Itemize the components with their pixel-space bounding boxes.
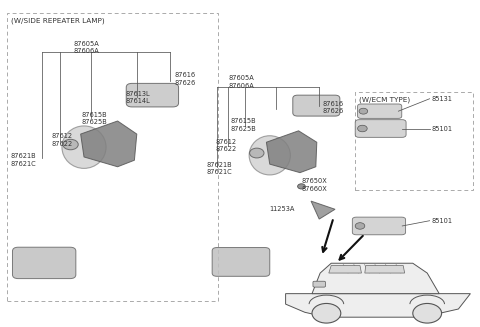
Text: 87621B
87621C: 87621B 87621C: [206, 162, 232, 175]
Text: (W/SIDE REPEATER LAMP): (W/SIDE REPEATER LAMP): [11, 18, 105, 25]
Text: 87616
87626: 87616 87626: [174, 72, 195, 86]
Text: 11253A: 11253A: [269, 206, 294, 212]
Text: 87605A
87606A: 87605A 87606A: [228, 75, 254, 89]
FancyBboxPatch shape: [293, 95, 340, 116]
Circle shape: [359, 108, 368, 114]
Polygon shape: [329, 266, 361, 273]
Text: 85101: 85101: [431, 126, 452, 131]
FancyBboxPatch shape: [358, 104, 402, 118]
Polygon shape: [81, 121, 137, 167]
Text: 87612
87622: 87612 87622: [52, 133, 73, 147]
Text: (W/ECM TYPE): (W/ECM TYPE): [359, 96, 410, 103]
Text: 85131: 85131: [431, 96, 452, 102]
Polygon shape: [312, 263, 439, 294]
Polygon shape: [266, 131, 317, 173]
Ellipse shape: [249, 136, 290, 175]
FancyBboxPatch shape: [355, 120, 406, 137]
FancyBboxPatch shape: [352, 217, 406, 235]
Circle shape: [250, 148, 264, 158]
Circle shape: [312, 303, 341, 323]
FancyBboxPatch shape: [313, 281, 325, 287]
FancyBboxPatch shape: [12, 247, 76, 279]
Text: 87621B
87621C: 87621B 87621C: [11, 153, 36, 167]
Circle shape: [358, 125, 367, 132]
Circle shape: [355, 223, 365, 229]
Text: 87615B
87625B: 87615B 87625B: [82, 112, 108, 125]
Text: 87612
87622: 87612 87622: [215, 139, 236, 152]
Text: 87605A
87606A: 87605A 87606A: [73, 41, 99, 54]
Text: 87613L
87614L: 87613L 87614L: [126, 91, 151, 104]
Text: 87650X
87660X: 87650X 87660X: [301, 178, 327, 192]
Circle shape: [298, 184, 305, 189]
Ellipse shape: [62, 126, 106, 168]
Polygon shape: [365, 266, 405, 273]
Polygon shape: [286, 294, 470, 317]
Circle shape: [63, 139, 78, 150]
Polygon shape: [311, 201, 335, 219]
Text: 85101: 85101: [431, 218, 452, 224]
Circle shape: [413, 303, 442, 323]
Text: 87616
87626: 87616 87626: [323, 100, 344, 114]
FancyBboxPatch shape: [126, 83, 179, 107]
FancyBboxPatch shape: [212, 248, 270, 276]
Text: 87615B
87625B: 87615B 87625B: [230, 118, 256, 132]
